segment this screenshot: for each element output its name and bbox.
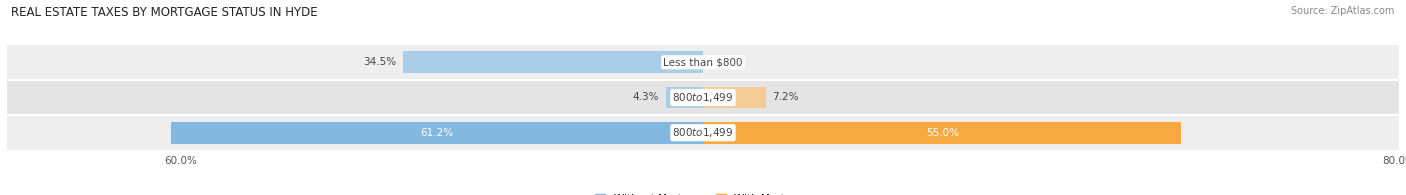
Text: 4.3%: 4.3% xyxy=(633,92,658,103)
Bar xyxy=(7,81,1399,114)
Bar xyxy=(703,122,1181,144)
Text: 7.2%: 7.2% xyxy=(773,92,799,103)
Bar xyxy=(170,122,703,144)
Text: 61.2%: 61.2% xyxy=(420,128,453,138)
Text: 34.5%: 34.5% xyxy=(363,57,396,67)
Bar xyxy=(7,45,1399,79)
Text: $800 to $1,499: $800 to $1,499 xyxy=(672,91,734,104)
Bar xyxy=(703,87,766,108)
Text: 0.0%: 0.0% xyxy=(710,57,737,67)
Text: 55.0%: 55.0% xyxy=(925,128,959,138)
Bar xyxy=(404,51,703,73)
Bar xyxy=(665,87,703,108)
Text: Source: ZipAtlas.com: Source: ZipAtlas.com xyxy=(1291,6,1395,16)
Text: $800 to $1,499: $800 to $1,499 xyxy=(672,126,734,139)
Text: Less than $800: Less than $800 xyxy=(664,57,742,67)
Text: REAL ESTATE TAXES BY MORTGAGE STATUS IN HYDE: REAL ESTATE TAXES BY MORTGAGE STATUS IN … xyxy=(11,6,318,19)
Bar xyxy=(7,116,1399,150)
Legend: Without Mortgage, With Mortgage: Without Mortgage, With Mortgage xyxy=(595,194,811,195)
